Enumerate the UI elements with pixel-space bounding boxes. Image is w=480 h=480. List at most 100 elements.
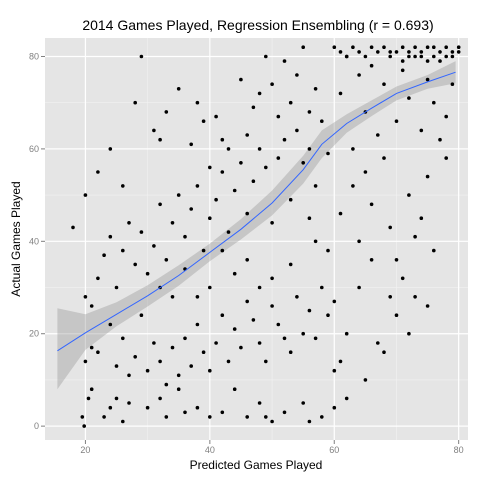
scatter-point bbox=[83, 193, 88, 197]
scatter-point bbox=[456, 45, 461, 49]
scatter-point bbox=[407, 331, 411, 336]
confidence-band-area bbox=[57, 61, 456, 390]
scatter-point bbox=[170, 345, 175, 350]
scatter-point bbox=[357, 73, 361, 77]
plot-panel bbox=[45, 38, 468, 440]
scatter-point bbox=[332, 368, 337, 373]
scatter-point bbox=[264, 165, 268, 170]
scatter-point bbox=[133, 355, 137, 359]
scatter-point bbox=[338, 211, 343, 216]
scatter-point bbox=[245, 133, 249, 137]
scatter-point bbox=[301, 401, 306, 405]
scatter-point bbox=[257, 341, 262, 345]
scatter-point bbox=[264, 54, 268, 59]
scatter-point bbox=[201, 119, 206, 123]
scatter-point bbox=[276, 322, 281, 327]
scatter-point bbox=[425, 174, 430, 179]
scatter-point bbox=[419, 216, 424, 220]
scatter-point bbox=[357, 239, 361, 244]
scatter-point bbox=[369, 202, 374, 207]
scatter-point bbox=[307, 110, 312, 114]
scatter-point bbox=[288, 350, 293, 355]
scatter-point bbox=[413, 234, 417, 239]
scatter-point bbox=[357, 50, 361, 54]
scatter-point bbox=[376, 133, 380, 137]
scatter-point bbox=[344, 54, 349, 59]
scatter-point bbox=[170, 221, 175, 225]
scatter-point bbox=[183, 234, 187, 239]
scatter-point bbox=[413, 295, 417, 299]
scatter-point bbox=[432, 54, 436, 59]
scatter-point bbox=[419, 50, 424, 54]
scatter-point bbox=[407, 50, 411, 54]
scatter-point bbox=[264, 415, 268, 419]
scatter-point bbox=[288, 262, 293, 267]
scatter-point bbox=[270, 276, 274, 281]
scatter-point bbox=[208, 368, 212, 373]
scatter-point bbox=[121, 184, 125, 188]
scatter-point bbox=[195, 322, 200, 327]
scatter-point bbox=[214, 114, 218, 119]
y-tick-label: 40 bbox=[29, 236, 39, 246]
chart-title: 2014 Games Played, Regression Ensembling… bbox=[82, 17, 433, 33]
smooth-line-path bbox=[57, 71, 456, 352]
scatter-point bbox=[400, 276, 405, 281]
scatter-point bbox=[444, 114, 449, 119]
axis-ticks: 20 40 60 80 0 20 40 60 80 bbox=[29, 51, 464, 455]
scatter-point bbox=[438, 50, 442, 54]
scatter-point bbox=[376, 341, 380, 345]
scatter-point bbox=[351, 184, 355, 188]
scatter-point bbox=[382, 156, 386, 160]
scatter-point bbox=[127, 373, 131, 378]
scatter-point bbox=[413, 54, 417, 59]
scatter-point bbox=[419, 54, 424, 59]
scatter-point bbox=[444, 45, 449, 49]
scatter-point bbox=[369, 63, 374, 68]
scatter-point bbox=[320, 285, 324, 290]
scatter-point bbox=[82, 424, 86, 428]
scatter-point bbox=[301, 331, 306, 336]
scatter-point bbox=[407, 193, 411, 197]
y-tick-label: 60 bbox=[29, 144, 39, 154]
y-tick-label: 80 bbox=[29, 51, 39, 61]
scatter-point bbox=[276, 156, 281, 160]
scatter-point bbox=[432, 248, 436, 253]
scatter-point bbox=[108, 234, 113, 239]
scatter-point bbox=[245, 211, 249, 216]
y-tick-label: 0 bbox=[34, 421, 39, 431]
scatter-point bbox=[400, 45, 405, 49]
scatter-point bbox=[83, 295, 88, 299]
scatter-point bbox=[419, 128, 424, 133]
scatter-point bbox=[400, 59, 405, 63]
scatter-point bbox=[152, 244, 156, 248]
smooth-line bbox=[57, 71, 456, 352]
scatter-point bbox=[313, 87, 318, 91]
scatter-point bbox=[232, 271, 237, 276]
scatter-point bbox=[89, 387, 94, 392]
scatter-point bbox=[450, 54, 455, 59]
scatter-point bbox=[425, 77, 430, 82]
scatter-point bbox=[121, 419, 125, 424]
scatter-point bbox=[251, 179, 256, 183]
scatter-point bbox=[189, 207, 193, 211]
scatter-point bbox=[388, 225, 393, 230]
scatter-point bbox=[332, 45, 337, 49]
scatter-point bbox=[214, 197, 218, 202]
scatter-point bbox=[183, 410, 187, 415]
scatter-point bbox=[276, 114, 281, 119]
y-axis-title: Actual Games Played bbox=[9, 181, 23, 296]
scatter-point bbox=[288, 197, 293, 202]
scatter-point bbox=[195, 100, 200, 105]
scatter-point bbox=[351, 147, 355, 151]
scatter-point bbox=[388, 295, 393, 299]
scatter-point bbox=[400, 68, 405, 73]
scatter-point bbox=[301, 161, 306, 165]
scatter-point bbox=[164, 415, 169, 419]
scatter-point bbox=[338, 50, 343, 54]
grid-lines bbox=[45, 38, 468, 440]
scatter-point bbox=[108, 147, 113, 151]
scatter-point bbox=[450, 50, 455, 54]
scatter-point bbox=[332, 299, 337, 304]
scatter-point bbox=[145, 368, 150, 373]
